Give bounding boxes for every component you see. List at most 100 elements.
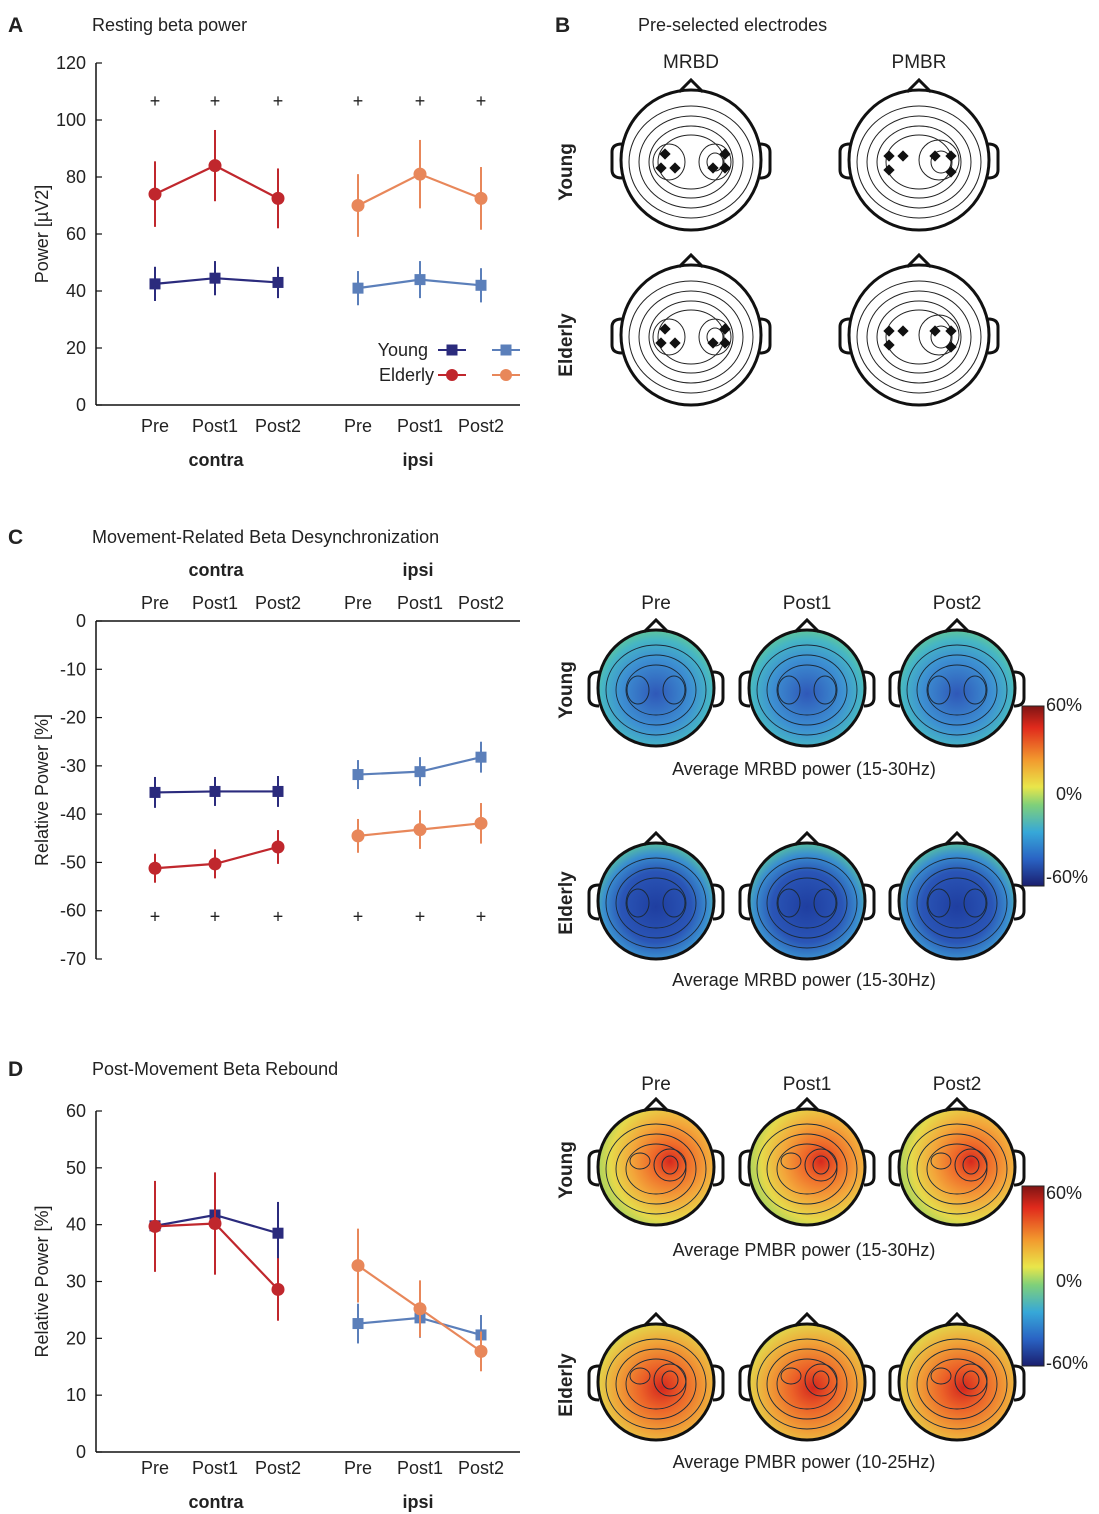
head-outline <box>747 1107 867 1227</box>
left-ear <box>838 317 851 355</box>
electrode-marker <box>659 148 671 160</box>
data-point <box>475 279 487 291</box>
colorbar-d: 60% 0% -60% <box>1021 1183 1088 1373</box>
contour-line <box>661 1155 679 1175</box>
contour-line <box>963 675 987 705</box>
contour-line <box>657 134 725 190</box>
nose <box>793 830 821 847</box>
head-outline <box>596 841 716 961</box>
left-ear <box>888 1149 901 1187</box>
c-col-post2: Post2 <box>933 593 982 614</box>
data-point <box>414 766 426 778</box>
contour-line <box>638 115 744 209</box>
contour-line <box>930 1152 952 1170</box>
contour-line <box>662 675 686 705</box>
electrode-marker <box>945 325 957 337</box>
contour-line <box>813 675 837 705</box>
head-outline <box>747 628 867 748</box>
right-ear <box>712 883 725 921</box>
data-point <box>351 1259 365 1273</box>
contour-line <box>638 290 744 384</box>
chart-a-resting-beta: 0 20 40 60 80 100 120 Power [µV2] Pre Post1 Post2 P… <box>32 53 520 470</box>
data-point <box>148 1219 162 1233</box>
head-outline <box>897 1322 1017 1442</box>
right-ear <box>987 317 1000 355</box>
contour-line <box>756 644 858 736</box>
colorbar-d-min: -60% <box>1046 1353 1088 1373</box>
contour-line <box>698 318 732 356</box>
contour-line <box>777 675 801 705</box>
topomap-c-young-post2 <box>888 617 1026 748</box>
left-ear <box>738 1149 751 1187</box>
data-point <box>271 191 285 205</box>
electrode-marker <box>707 337 719 349</box>
contour-line <box>780 1367 802 1385</box>
topomap-fill <box>749 1324 865 1440</box>
topomap-fill <box>598 843 714 959</box>
b-col-pmbr: PMBR <box>892 52 947 73</box>
panel-d-letter: D <box>8 1058 23 1081</box>
topomap-fill <box>899 630 1015 746</box>
legend-marker <box>446 344 458 356</box>
chart-d-pmbr: 0 10 20 30 40 50 60 Relative Power [%] Pre Post1 P… <box>32 1101 520 1512</box>
topomap-d-young-post1 <box>738 1096 876 1227</box>
right-ear <box>712 1149 725 1187</box>
contour-line <box>876 125 962 199</box>
topomap-fill <box>598 1324 714 1440</box>
x-tick-label: Pre <box>141 416 169 436</box>
group-label-ipsi: ipsi <box>402 450 433 470</box>
left-ear <box>888 670 901 708</box>
colorbar-d-bar <box>1021 1185 1045 1367</box>
data-point <box>474 191 488 205</box>
head-outline <box>747 1322 867 1442</box>
legend-marker <box>446 369 458 381</box>
right-ear <box>863 1364 876 1402</box>
contour-line <box>963 888 987 918</box>
head-outline <box>897 628 1017 748</box>
series-elderly-ipsi <box>351 139 488 237</box>
contour-line <box>605 1338 707 1430</box>
contour-line <box>615 1348 697 1420</box>
contour-line <box>629 1367 651 1385</box>
contour-line <box>626 888 650 918</box>
right-ear <box>1013 883 1026 921</box>
data-point <box>352 769 364 781</box>
colorbar-c-min: -60% <box>1046 867 1088 887</box>
d-col-post1: Post1 <box>783 1074 832 1095</box>
b-row-elderly: Elderly <box>556 313 577 377</box>
nose <box>905 77 933 94</box>
contour-line <box>605 857 707 949</box>
y-tick-label: 40 <box>66 281 86 301</box>
contour-line <box>906 857 1008 949</box>
topomap-c-young-pre <box>587 617 725 748</box>
nose <box>793 1096 821 1113</box>
electrode-marker <box>659 323 671 335</box>
significance-marker: + <box>273 907 284 927</box>
left-ear <box>610 142 623 180</box>
data-point <box>272 276 284 288</box>
panel-c-letter: C <box>8 526 23 549</box>
contour-line <box>615 654 697 726</box>
left-ear <box>610 317 623 355</box>
d-caption-elderly: Average PMBR power (10-25Hz) <box>673 1452 936 1472</box>
legend-marker <box>500 344 512 356</box>
contour-line <box>906 644 1008 736</box>
y-tick-label: 20 <box>66 338 86 358</box>
contour-line <box>657 309 725 365</box>
contour-line <box>615 867 697 939</box>
topomap-fill <box>749 630 865 746</box>
contour-line <box>605 1123 707 1215</box>
topomap-fill <box>749 843 865 959</box>
data-point <box>209 272 221 284</box>
contour-line <box>926 877 988 929</box>
data-point <box>149 786 161 798</box>
panel-b-letter: B <box>555 14 570 37</box>
electrode-marker <box>945 341 957 353</box>
left-ear <box>838 142 851 180</box>
contour-line <box>906 1338 1008 1430</box>
contour-line <box>927 675 951 705</box>
contour-line <box>918 314 960 356</box>
head-fill <box>621 265 761 405</box>
nose <box>793 617 821 634</box>
panel-a-letter: A <box>8 14 23 37</box>
